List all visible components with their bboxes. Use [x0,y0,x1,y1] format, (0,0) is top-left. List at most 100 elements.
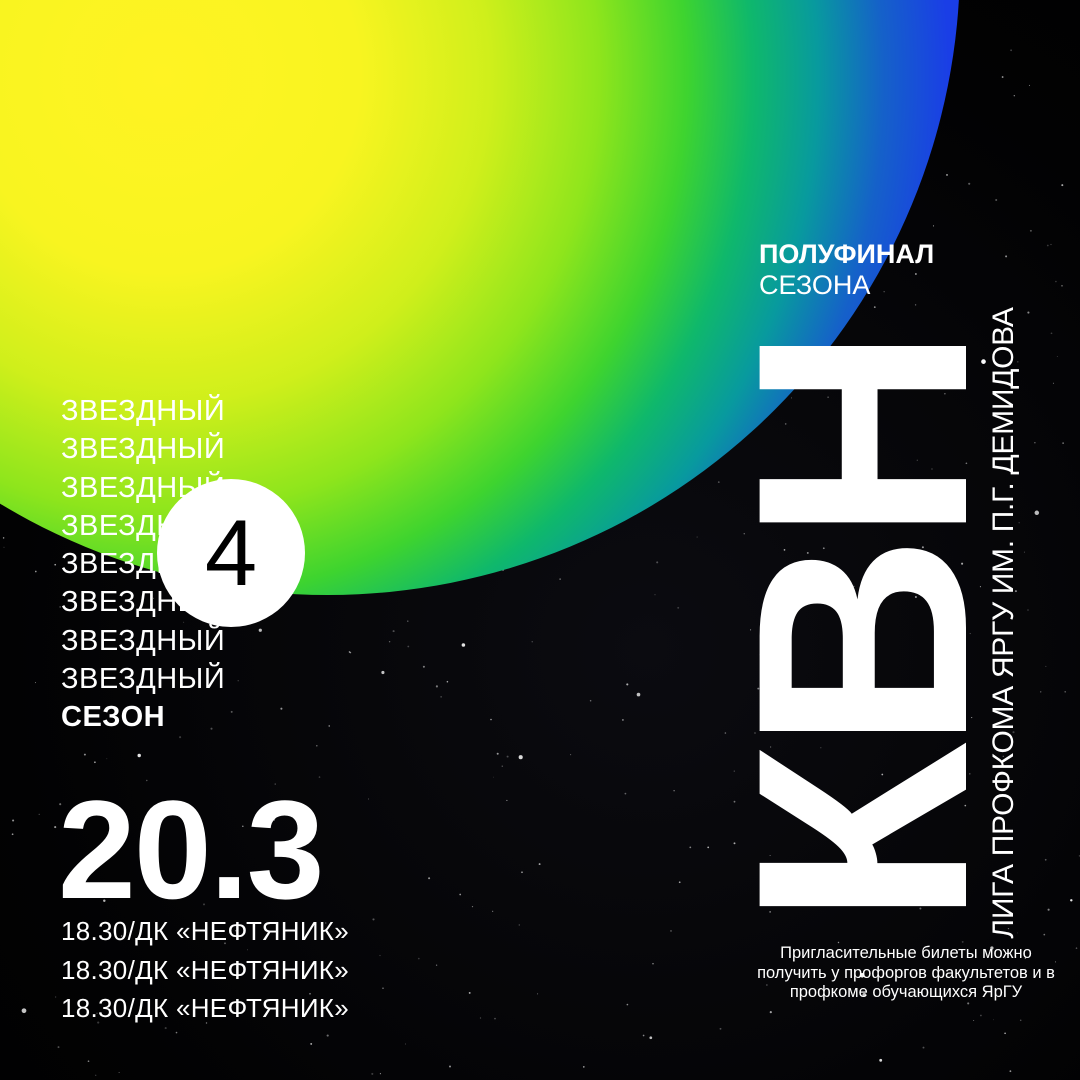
star [992,1019,994,1021]
star [820,747,822,749]
star [493,776,494,778]
star [862,421,865,424]
star [96,1012,98,1014]
star [210,727,213,730]
star [382,987,384,990]
star [879,1058,883,1062]
star [428,877,431,880]
star [670,930,672,932]
star [417,957,420,960]
star [82,810,85,813]
star [993,927,995,929]
star [759,653,762,656]
star [1034,442,1036,444]
star [446,680,449,683]
star [164,1027,167,1030]
star [237,680,239,682]
star [769,673,772,675]
star [518,755,523,760]
star [368,798,369,800]
star [1047,908,1050,911]
star [309,992,311,995]
star [1064,690,1067,693]
star [995,198,998,202]
star [242,825,244,828]
star [733,770,735,772]
stage-subtitle: СЕЗОНА [759,270,871,300]
star [1054,961,1057,963]
star [858,676,860,678]
star [479,1017,482,1019]
star [589,699,592,702]
star [733,842,736,845]
star [494,1017,496,1020]
star [964,804,967,807]
star [678,881,681,884]
star [656,561,659,564]
star [862,993,867,997]
star [34,682,37,684]
star [1039,691,1042,693]
star [760,779,762,781]
star [153,597,155,599]
star [717,481,720,483]
star [492,910,494,912]
league-name: ЛИГА ПРОФКОМА ЯРГУ ИМ. П.Г. ДЕМИДОВА [987,307,1020,939]
star [54,996,57,998]
star [1017,361,1019,363]
star [769,904,772,907]
star [440,696,442,698]
star [54,826,57,829]
star [316,744,318,747]
star [87,1060,90,1063]
star [118,1072,120,1074]
star [371,1072,374,1075]
star [931,468,933,470]
star [965,462,968,465]
star [83,753,86,756]
star [707,846,710,849]
star [372,918,375,921]
star [916,459,918,461]
star [766,984,768,986]
star [944,696,947,698]
star [1056,356,1058,357]
star [754,732,756,734]
star [392,630,395,633]
star [518,924,521,926]
star [979,586,981,588]
star [868,496,870,498]
star [1044,858,1047,861]
star [922,1046,925,1049]
star [154,805,156,807]
star [859,973,865,978]
star [1050,332,1053,335]
star [923,480,925,482]
star [689,846,692,849]
star [582,1066,585,1068]
star [501,765,504,767]
star [461,643,466,647]
star [832,801,834,804]
star [1045,665,1047,667]
star [961,940,964,943]
star [912,365,914,367]
star [1055,280,1057,283]
star [11,833,14,836]
event-date: 20.3 [58,771,324,928]
star [1002,726,1004,728]
star [624,792,627,795]
star [784,423,787,425]
star [873,443,875,445]
star [1062,442,1064,444]
star [724,732,727,734]
star [103,899,106,902]
star [57,1046,60,1049]
star [175,1031,178,1034]
star [1010,49,1013,52]
star [203,977,206,979]
star [3,546,5,548]
star [435,964,438,966]
star [626,683,629,686]
